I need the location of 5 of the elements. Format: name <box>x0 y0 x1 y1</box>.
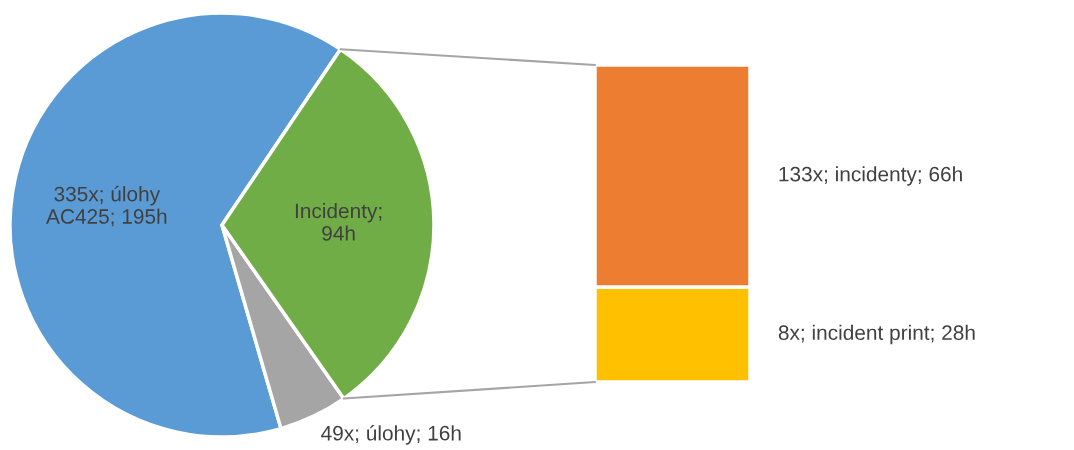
series-label: 133x; incidenty; 66h <box>779 166 962 186</box>
slice-label: 49x; úlohy; 16h <box>321 425 461 445</box>
slice-label: Incidenty; 94h <box>295 203 382 241</box>
series-label: 8x; incident print; 28h <box>778 324 975 345</box>
slice-label: 335x; úlohy AC425; 195h <box>46 185 167 227</box>
